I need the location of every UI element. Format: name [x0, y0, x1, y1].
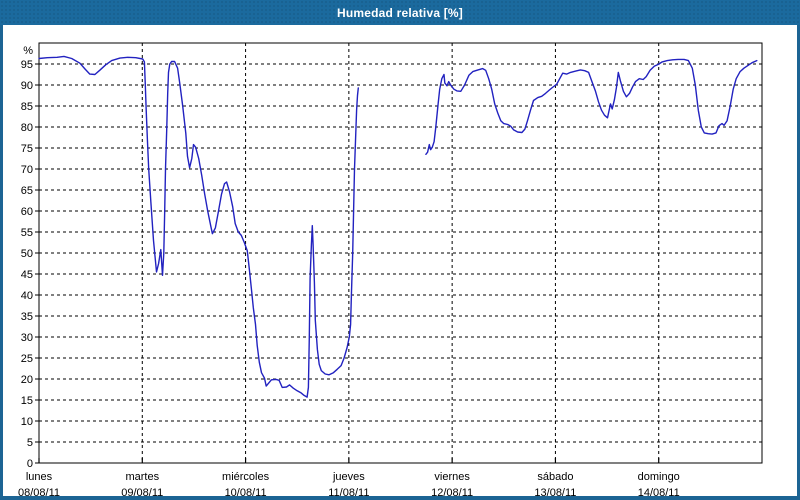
y-tick-label: 45: [21, 269, 33, 281]
date-label: 08/08/11: [18, 487, 60, 499]
chart-title-bar: Humedad relativa [%]: [0, 0, 800, 25]
date-label: 10/08/11: [225, 487, 267, 499]
day-label: sábado: [537, 471, 573, 483]
date-label: 14/08/11: [638, 487, 680, 499]
y-tick-label: 25: [21, 353, 33, 365]
humidity-line-chart: 0 5 10 15 20 25 30 35 40 45 50 55 60 65 70 75 80 85 90 95% l…: [18, 42, 763, 499]
y-tick-label: 10: [21, 416, 33, 428]
day-label: viernes: [434, 471, 470, 483]
day-label: miércoles: [222, 471, 270, 483]
y-tick-label: 60: [21, 206, 33, 218]
chart-area: 0 5 10 15 20 25 30 35 40 45 50 55 60 65 70 75 80 85 90 95% l…: [3, 25, 797, 499]
chart-title: Humedad relativa [%]: [336, 5, 464, 20]
y-tick-label: 55: [21, 227, 33, 239]
day-label: lunes: [26, 471, 53, 483]
y-tick-label: 95: [21, 59, 33, 71]
y-tick-label: 35: [21, 311, 33, 323]
date-label: 13/08/11: [534, 487, 576, 499]
day-label: jueves: [332, 471, 365, 483]
humidity-series-line: [38, 55, 359, 398]
date-label: 12/08/11: [431, 487, 473, 499]
y-tick-label: 15: [21, 395, 33, 407]
y-tick-label: 40: [21, 290, 33, 302]
y-tick-label: 75: [21, 143, 33, 155]
y-axis-unit-label: %: [23, 45, 33, 57]
day-label: martes: [125, 471, 159, 483]
y-tick-label: 80: [21, 122, 33, 134]
y-tick-label: 50: [21, 248, 33, 260]
y-tick-label: 85: [21, 101, 33, 113]
y-tick-label: 5: [27, 437, 33, 449]
day-label: domingo: [638, 471, 680, 483]
y-tick-label: 90: [21, 80, 33, 92]
date-label: 11/08/11: [328, 487, 369, 499]
y-tick-label: 70: [21, 164, 33, 176]
y-tick-label: 0: [27, 458, 33, 470]
y-tick-label: 20: [21, 374, 33, 386]
y-tick-label: 30: [21, 332, 33, 344]
y-tick-label: 65: [21, 185, 33, 197]
humidity-series-line: [425, 58, 758, 156]
date-label: 09/08/11: [121, 487, 163, 499]
